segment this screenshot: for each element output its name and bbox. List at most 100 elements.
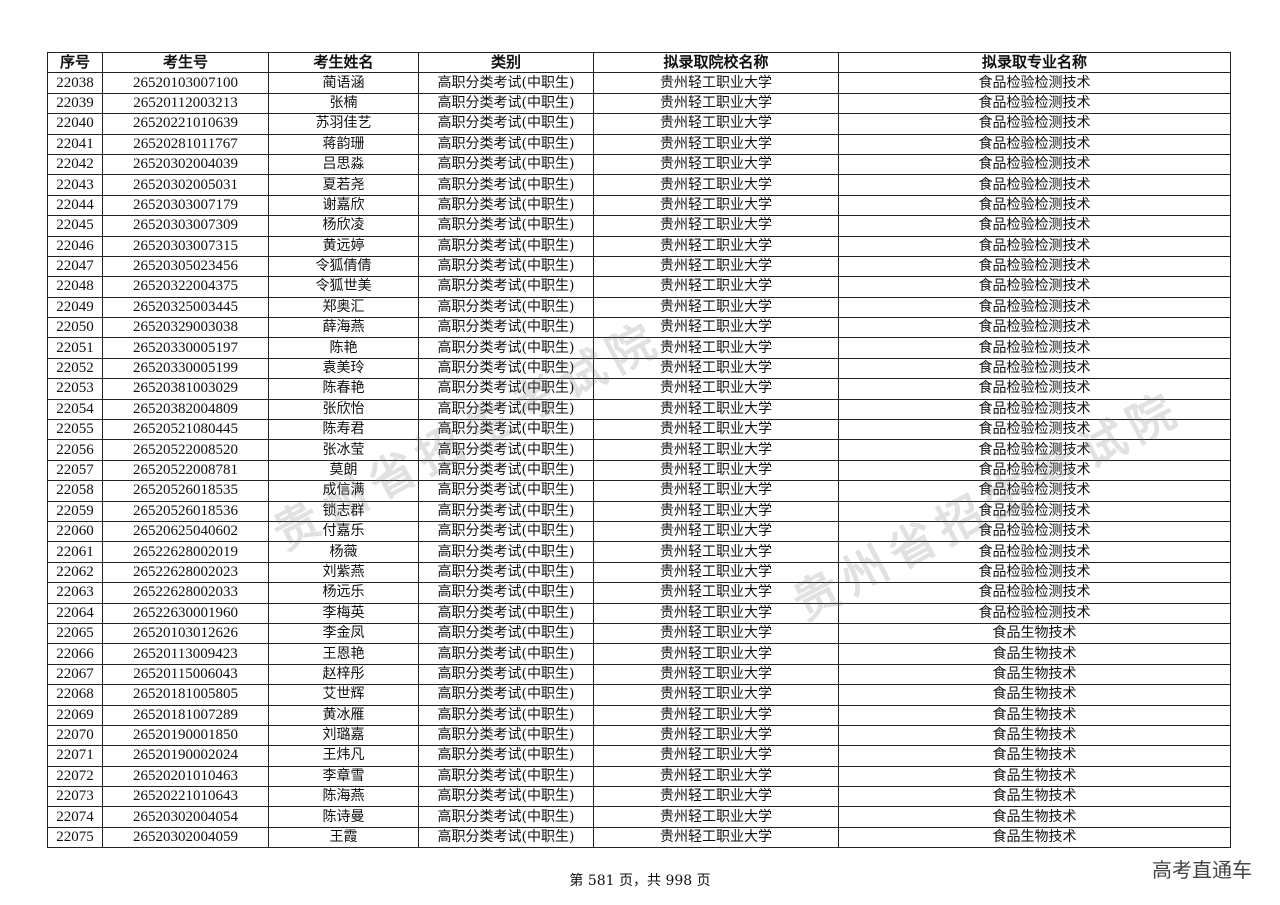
cell-school: 贵州轻工职业大学 (593, 480, 839, 502)
cell-school: 贵州轻工职业大学 (593, 113, 839, 135)
table-row: 22068 26520181005805 艾世辉 高职分类考试(中职生) 贵州轻工职业大… (47, 684, 1231, 706)
brand-watermark: 高考直通车 (1152, 858, 1252, 882)
cell-seq: 22073 (47, 786, 103, 808)
cell-major: 食品检验检测技术 (838, 72, 1231, 94)
table-row: 22053 26520381003029 陈春艳 高职分类考试(中职生) 贵州轻工职业大… (47, 378, 1231, 400)
cell-category: 高职分类考试(中职生) (418, 582, 594, 604)
cell-category: 高职分类考试(中职生) (418, 704, 594, 726)
header-major: 拟录取专业名称 (838, 51, 1231, 74)
cell-exam-id: 26520325003445 (102, 296, 269, 319)
table-row: 22051 26520330005197 陈艳 高职分类考试(中职生) 贵州轻工职业大学… (47, 337, 1231, 359)
cell-name: 赵梓彤 (268, 663, 419, 686)
cell-name: 夏若尧 (268, 174, 419, 196)
cell-name: 张冰莹 (268, 439, 419, 461)
table-row: 22056 26520522008520 张冰莹 高职分类考试(中职生) 贵州轻工职业大… (47, 439, 1231, 461)
cell-major: 食品检验检测技术 (838, 296, 1231, 319)
cell-school: 贵州轻工职业大学 (593, 745, 839, 767)
table-row: 22052 26520330005199 袁美玲 高职分类考试(中职生) 贵州轻工职业大… (47, 357, 1231, 380)
cell-seq: 22070 (47, 724, 103, 747)
cell-school: 贵州轻工职业大学 (593, 643, 839, 665)
table-row: 22050 26520329003038 薛海燕 高职分类考试(中职生) 贵州轻工职业大… (47, 317, 1231, 339)
cell-category: 高职分类考试(中职生) (418, 459, 594, 482)
cell-seq: 22045 (47, 215, 103, 237)
cell-exam-id: 26520303007315 (102, 235, 269, 257)
table-row: 22070 26520190001850 刘璐嘉 高职分类考试(中职生) 贵州轻工职业大… (47, 724, 1231, 747)
table-row: 22049 26520325003445 郑奥汇 高职分类考试(中职生) 贵州轻工职业大… (47, 296, 1231, 319)
cell-major: 食品生物技术 (838, 806, 1231, 828)
cell-seq: 22046 (47, 235, 103, 257)
cell-exam-id: 26520625040602 (102, 520, 269, 543)
table-row: 22066 26520113009423 王恩艳 高职分类考试(中职生) 贵州轻工职业大… (47, 643, 1231, 665)
cell-seq: 22048 (47, 276, 103, 298)
table-row: 22055 26520521080445 陈寿君 高职分类考试(中职生) 贵州轻工职业大… (47, 419, 1231, 441)
cell-category: 高职分类考试(中职生) (418, 215, 594, 237)
cell-school: 贵州轻工职业大学 (593, 684, 839, 706)
cell-major: 食品检验检测技术 (838, 500, 1231, 522)
cell-name: 锁志群 (268, 500, 419, 522)
cell-school: 贵州轻工职业大学 (593, 602, 839, 624)
cell-major: 食品生物技术 (838, 745, 1231, 767)
table-row: 22058 26520526018535 成信满 高职分类考试(中职生) 贵州轻工职业大… (47, 480, 1231, 502)
table-row: 22075 26520302004059 王霞 高职分类考试(中职生) 贵州轻工职业大学… (47, 826, 1231, 849)
cell-exam-id: 26520103012626 (102, 622, 269, 645)
cell-exam-id: 26520303007309 (102, 215, 269, 237)
cell-school: 贵州轻工职业大学 (593, 378, 839, 400)
cell-name: 黄冰雁 (268, 704, 419, 726)
header-exam-id: 考生号 (102, 51, 269, 74)
cell-name: 郑奥汇 (268, 296, 419, 319)
cell-name: 吕思淼 (268, 153, 419, 176)
cell-seq: 22051 (47, 337, 103, 359)
table-row: 22047 26520305023456 令狐倩倩 高职分类考试(中职生) 贵州轻工职业… (47, 255, 1231, 278)
cell-school: 贵州轻工职业大学 (593, 215, 839, 237)
cell-name: 杨远乐 (268, 582, 419, 604)
cell-major: 食品检验检测技术 (838, 194, 1231, 217)
cell-name: 成信满 (268, 480, 419, 502)
cell-category: 高职分类考试(中职生) (418, 378, 594, 400)
cell-school: 贵州轻工职业大学 (593, 194, 839, 217)
cell-name: 付嘉乐 (268, 520, 419, 543)
cell-exam-id: 26520302005031 (102, 174, 269, 196)
cell-name: 莫朗 (268, 459, 419, 482)
cell-exam-id: 26520302004039 (102, 153, 269, 176)
cell-school: 贵州轻工职业大学 (593, 786, 839, 808)
cell-seq: 22068 (47, 684, 103, 706)
cell-school: 贵州轻工职业大学 (593, 663, 839, 686)
cell-exam-id: 26520302004054 (102, 806, 269, 828)
cell-major: 食品检验检测技术 (838, 276, 1231, 298)
cell-exam-id: 26520521080445 (102, 419, 269, 441)
cell-school: 贵州轻工职业大学 (593, 582, 839, 604)
cell-exam-id: 26520526018535 (102, 480, 269, 502)
cell-school: 贵州轻工职业大学 (593, 459, 839, 482)
cell-school: 贵州轻工职业大学 (593, 276, 839, 298)
cell-major: 食品检验检测技术 (838, 357, 1231, 380)
cell-major: 食品检验检测技术 (838, 520, 1231, 543)
cell-category: 高职分类考试(中职生) (418, 786, 594, 808)
cell-school: 贵州轻工职业大学 (593, 398, 839, 421)
cell-school: 贵州轻工职业大学 (593, 724, 839, 747)
cell-exam-id: 26520330005197 (102, 337, 269, 359)
cell-exam-id: 26520181007289 (102, 704, 269, 726)
table-row: 22060 26520625040602 付嘉乐 高职分类考试(中职生) 贵州轻工职业大… (47, 520, 1231, 543)
cell-seq: 22044 (47, 194, 103, 217)
cell-name: 王恩艳 (268, 643, 419, 665)
cell-major: 食品检验检测技术 (838, 541, 1231, 563)
cell-name: 张楠 (268, 92, 419, 115)
cell-major: 食品检验检测技术 (838, 419, 1231, 441)
cell-exam-id: 26520190001850 (102, 724, 269, 747)
table-row: 22074 26520302004054 陈诗曼 高职分类考试(中职生) 贵州轻工职业大… (47, 806, 1231, 828)
cell-category: 高职分类考试(中职生) (418, 541, 594, 563)
cell-major: 食品生物技术 (838, 826, 1231, 849)
table-header-row: 序号 考生号 考生姓名 类别 拟录取院校名称 拟录取专业名称 (47, 51, 1231, 74)
cell-category: 高职分类考试(中职生) (418, 419, 594, 441)
cell-school: 贵州轻工职业大学 (593, 133, 839, 155)
cell-major: 食品检验检测技术 (838, 255, 1231, 278)
cell-major: 食品检验检测技术 (838, 480, 1231, 502)
cell-major: 食品生物技术 (838, 786, 1231, 808)
cell-major: 食品检验检测技术 (838, 398, 1231, 421)
table-row: 22069 26520181007289 黄冰雁 高职分类考试(中职生) 贵州轻工职业大… (47, 704, 1231, 726)
cell-major: 食品检验检测技术 (838, 439, 1231, 461)
cell-seq: 22072 (47, 765, 103, 788)
cell-name: 张欣怡 (268, 398, 419, 421)
cell-category: 高职分类考试(中职生) (418, 643, 594, 665)
cell-category: 高职分类考试(中职生) (418, 500, 594, 522)
